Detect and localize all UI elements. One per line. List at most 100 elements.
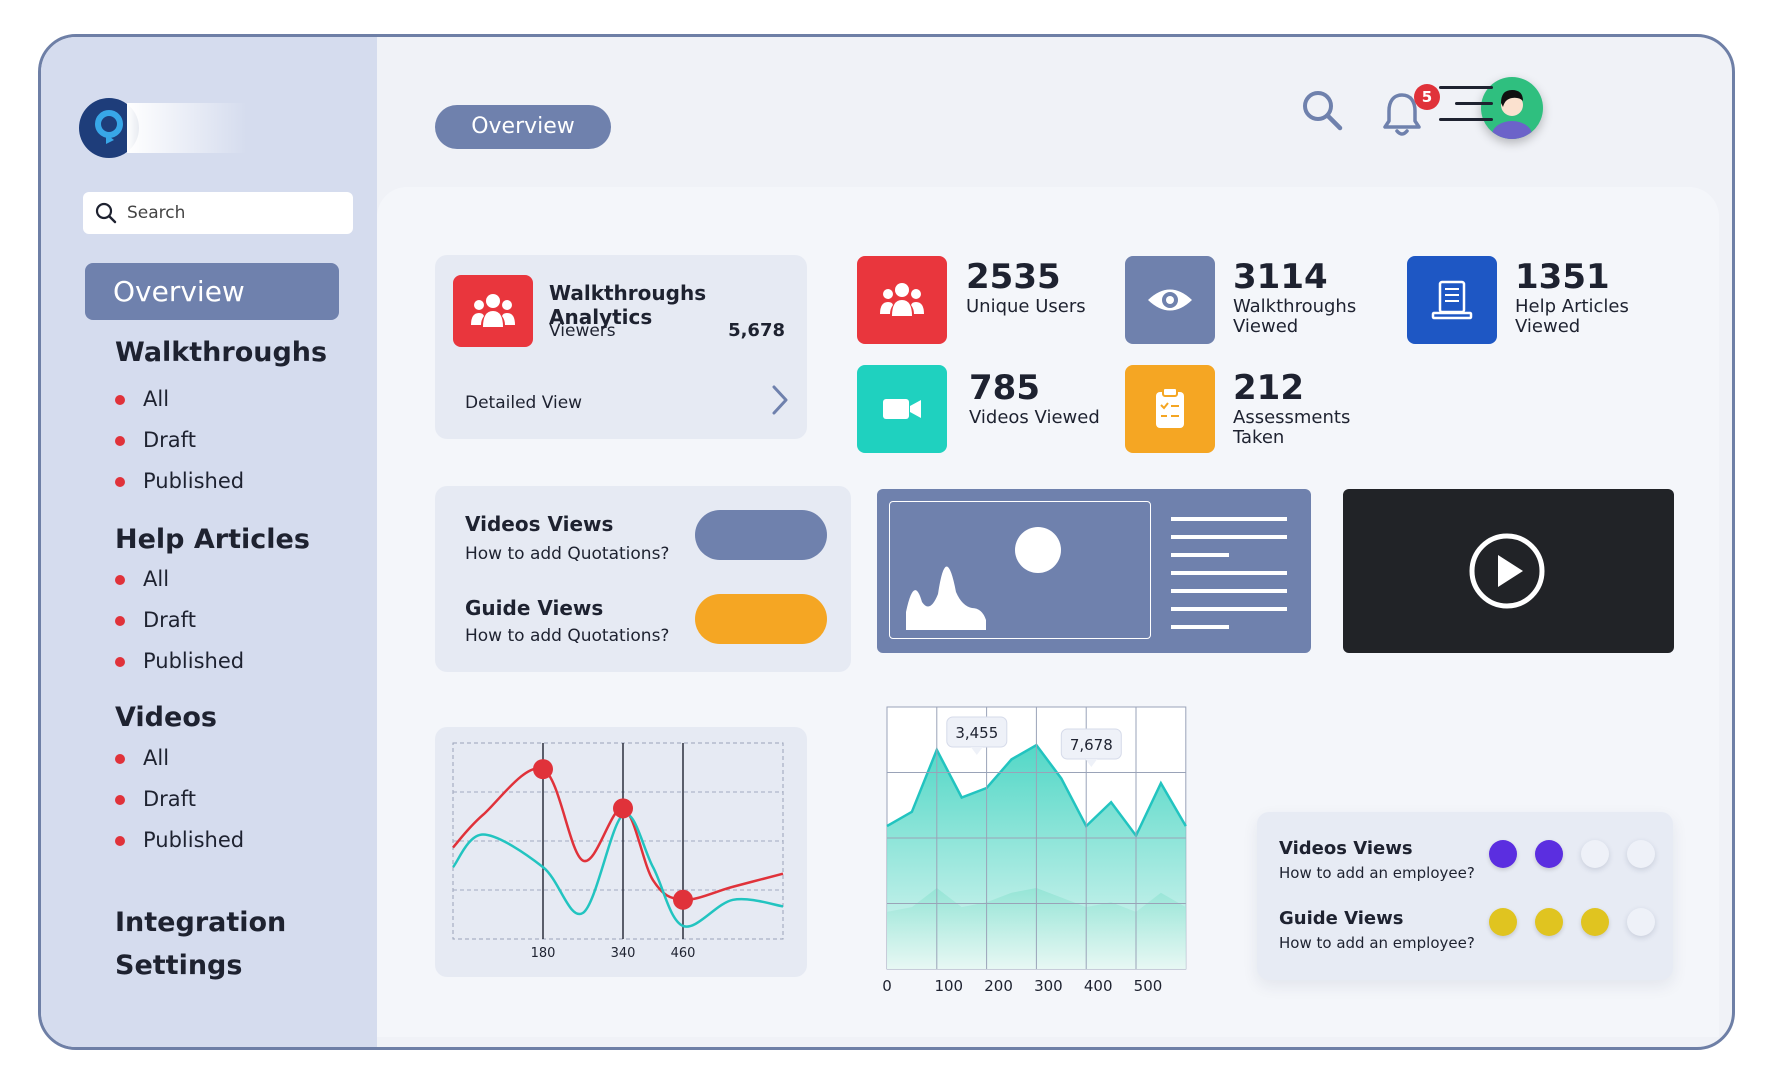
tab-overview[interactable]: Overview <box>435 105 611 149</box>
stat-unique-users-label: Unique Users <box>966 296 1086 317</box>
x-tick-label: 340 <box>611 946 636 961</box>
sidebar-item-videos-all[interactable]: All <box>115 746 169 770</box>
stat-icon-box-help-articles <box>1407 256 1497 344</box>
employee-views-card: Videos Views How to add an employee? Gui… <box>1257 812 1673 980</box>
stat-walkthroughs-value: 3114 <box>1233 257 1328 297</box>
sidebar-item-help-all[interactable]: All <box>115 567 169 591</box>
document-icon <box>1431 280 1473 320</box>
menu-line-bottom <box>1439 118 1493 121</box>
detailed-view-link[interactable]: Detailed View <box>465 393 583 413</box>
videos-rating-dot[interactable] <box>1535 840 1563 868</box>
header-search-button[interactable] <box>1297 85 1347 135</box>
employee-videos-title: Videos Views <box>1279 838 1413 859</box>
notifications-button[interactable] <box>1377 89 1427 139</box>
guide-views-toggle[interactable] <box>695 594 827 644</box>
line-chart-card: 180 340 460 <box>435 727 807 977</box>
sidebar-group-videos[interactable]: Videos <box>115 702 217 733</box>
integration-label-line1: Integration <box>115 907 287 938</box>
image-placeholder <box>889 501 1151 639</box>
x-tick-label: 460 <box>671 946 696 961</box>
x-tick-label: 0 <box>882 977 892 995</box>
stat-icon-box-walkthroughs <box>1125 256 1215 344</box>
stat-help-articles-value: 1351 <box>1515 257 1610 297</box>
play-icon[interactable] <box>1467 531 1547 611</box>
videos-views-title: Videos Views <box>465 512 614 536</box>
videos-rating-dot[interactable] <box>1489 840 1517 868</box>
sidebar-item-help-published[interactable]: Published <box>115 649 244 673</box>
stat-videos-value: 785 <box>969 368 1040 408</box>
x-tick-label: 100 <box>934 977 963 995</box>
x-tick-label: 180 <box>531 946 556 961</box>
videos-rating-dot[interactable] <box>1627 840 1655 868</box>
sidebar-item-walkthroughs-draft[interactable]: Draft <box>115 428 196 452</box>
users-icon <box>880 283 924 316</box>
series-line <box>451 812 784 928</box>
line-chart: 180 340 460 <box>451 742 784 961</box>
guide-rating-dot[interactable] <box>1581 908 1609 936</box>
clipboard-icon <box>1156 387 1184 428</box>
search-box[interactable] <box>83 192 353 234</box>
series-line <box>452 766 784 902</box>
text-line <box>1171 589 1287 593</box>
sidebar-item-videos-draft[interactable]: Draft <box>115 787 196 811</box>
sidebar-item-overview[interactable]: Overview <box>85 263 339 320</box>
text-line <box>1171 625 1229 629</box>
analytics-card: Walkthroughs Analytics Viewers 5,678 Det… <box>435 255 807 439</box>
guide-rating-dot[interactable] <box>1535 908 1563 936</box>
views-card: Videos Views How to add Quotations? Guid… <box>435 486 851 672</box>
logo-wordmark-fade <box>127 103 247 153</box>
viewers-value: 5,678 <box>728 320 785 341</box>
video-player[interactable] <box>1343 489 1674 653</box>
sidebar: Overview Walkthroughs All Draft Publishe… <box>41 37 377 1047</box>
tooltip-pointer <box>1085 759 1098 767</box>
stat-videos-label: Videos Viewed <box>969 407 1100 428</box>
stat-icon-box-videos <box>857 365 947 453</box>
x-tick-label: 200 <box>984 977 1013 995</box>
stat-assessments-label-line2: Taken <box>1233 427 1285 448</box>
data-point-marker[interactable] <box>673 889 693 910</box>
x-tick-label: 400 <box>1084 977 1113 995</box>
integration-label-line2: Settings <box>115 950 243 981</box>
text-line <box>1171 517 1287 521</box>
data-point-marker[interactable] <box>613 798 633 819</box>
viewers-label: Viewers <box>549 321 616 341</box>
stat-icon-box-assessments <box>1125 365 1215 453</box>
employee-videos-subtitle: How to add an employee? <box>1279 864 1475 882</box>
article-thumbnail[interactable] <box>877 489 1311 653</box>
annotation-label: 7,678 <box>1070 736 1113 754</box>
data-point-marker[interactable] <box>533 759 553 780</box>
stat-help-articles-label-line1: Help Articles <box>1515 296 1629 317</box>
sidebar-group-help-articles[interactable]: Help Articles <box>115 524 310 555</box>
stat-help-articles-label-line2: Viewed <box>1515 316 1581 337</box>
sidebar-item-integration-settings[interactable]: Integration Settings <box>115 907 286 981</box>
users-icon <box>471 294 515 327</box>
sidebar-item-help-draft[interactable]: Draft <box>115 608 196 632</box>
guide-rating-dot[interactable] <box>1489 908 1517 936</box>
eye-icon <box>1148 289 1192 311</box>
x-tick-label: 500 <box>1134 977 1163 995</box>
menu-line-middle <box>1455 102 1493 105</box>
stat-icon-box-unique-users <box>857 256 947 344</box>
sidebar-item-walkthroughs-all[interactable]: All <box>115 387 169 411</box>
sidebar-group-walkthroughs[interactable]: Walkthroughs <box>115 337 328 368</box>
detailed-view-button[interactable] <box>769 383 791 421</box>
logo-icon <box>95 110 123 144</box>
stat-assessments-value: 212 <box>1233 368 1304 408</box>
sidebar-item-walkthroughs-published[interactable]: Published <box>115 469 244 493</box>
text-line <box>1171 571 1287 575</box>
guide-rating-dot[interactable] <box>1627 908 1655 936</box>
videos-views-toggle[interactable] <box>695 510 827 560</box>
search-input[interactable] <box>127 203 327 223</box>
stat-unique-users-value: 2535 <box>966 257 1061 297</box>
area-chart: 0 100 200 300 400 500 3,455 7,678 <box>882 706 1187 995</box>
user-avatar-icon <box>1492 90 1532 139</box>
sidebar-item-videos-published[interactable]: Published <box>115 828 244 852</box>
analytics-title: Walkthroughs Analytics <box>549 281 707 329</box>
employee-guide-subtitle: How to add an employee? <box>1279 934 1475 952</box>
stat-walkthroughs-label-line1: Walkthroughs <box>1233 296 1357 317</box>
videos-rating-dot[interactable] <box>1581 840 1609 868</box>
menu-button[interactable] <box>1439 82 1499 126</box>
tooltip-pointer <box>970 747 983 755</box>
chevron-right-icon <box>772 385 788 415</box>
bell-icon <box>1383 93 1421 136</box>
